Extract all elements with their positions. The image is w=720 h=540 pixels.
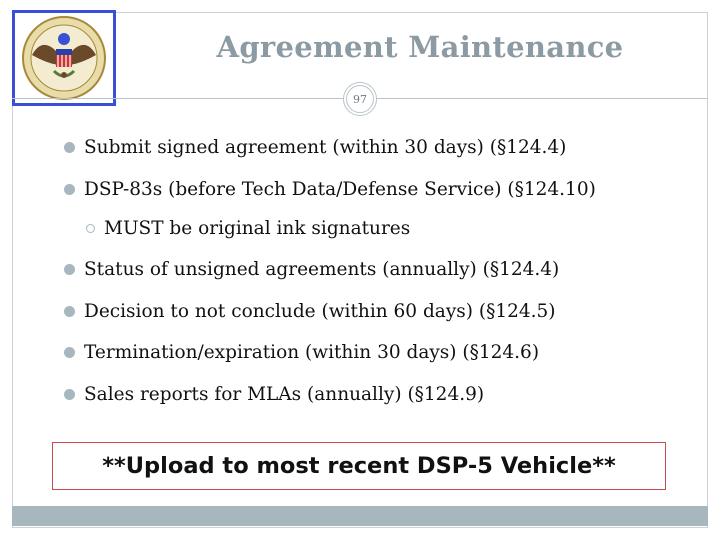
bullet-dot-icon bbox=[64, 142, 75, 153]
bullet-dot-icon bbox=[64, 389, 75, 400]
bullet-text: DSP-83s (before Tech Data/Defense Servic… bbox=[84, 179, 596, 200]
bullet-text: Termination/expiration (within 30 days) … bbox=[84, 342, 540, 363]
bullet-item: Sales reports for MLAs (annually) (§124.… bbox=[64, 384, 484, 405]
bullet-dot-icon bbox=[64, 264, 75, 275]
sub-bullet-text: MUST be original ink signatures bbox=[104, 218, 411, 239]
sub-bullet-ring-icon bbox=[86, 224, 95, 233]
department-of-state-seal-icon bbox=[22, 16, 106, 100]
bullet-item: Status of unsigned agreements (annually)… bbox=[64, 259, 559, 280]
callout-box: **Upload to most recent DSP-5 Vehicle** bbox=[52, 442, 666, 490]
bullet-text: Sales reports for MLAs (annually) (§124.… bbox=[84, 384, 485, 405]
bullet-item: Submit signed agreement (within 30 days)… bbox=[64, 137, 566, 158]
bullet-dot-icon bbox=[64, 184, 75, 195]
bullet-dot-icon bbox=[64, 306, 75, 317]
sub-bullet-item: MUST be original ink signatures bbox=[86, 218, 410, 239]
bullet-item: Decision to not conclude (within 60 days… bbox=[64, 301, 556, 322]
bullet-dot-icon bbox=[64, 347, 75, 358]
footer-bar bbox=[12, 506, 708, 526]
slide-number-badge: 97 bbox=[343, 82, 377, 116]
slide-number: 97 bbox=[346, 85, 374, 113]
bullet-text: Submit signed agreement (within 30 days)… bbox=[84, 137, 567, 158]
bullet-item: DSP-83s (before Tech Data/Defense Servic… bbox=[64, 179, 596, 200]
slide-frame bbox=[12, 12, 708, 528]
bullet-text: Decision to not conclude (within 60 days… bbox=[84, 301, 556, 322]
slide-title: Agreement Maintenance bbox=[216, 30, 624, 64]
seal-logo-box bbox=[12, 10, 116, 106]
bullet-item: Termination/expiration (within 30 days) … bbox=[64, 342, 539, 363]
bullet-text: Status of unsigned agreements (annually)… bbox=[84, 259, 560, 280]
